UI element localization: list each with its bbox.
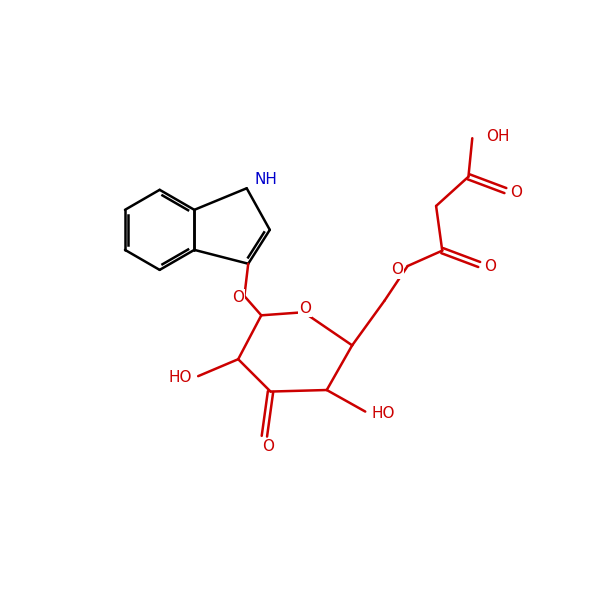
Text: NH: NH [254, 172, 277, 187]
Text: O: O [299, 301, 311, 316]
Text: HO: HO [371, 406, 395, 421]
Text: O: O [510, 185, 522, 200]
Text: HO: HO [169, 370, 192, 385]
Text: O: O [484, 259, 496, 274]
Text: O: O [262, 439, 274, 454]
Text: O: O [232, 290, 244, 305]
Text: OH: OH [486, 129, 509, 144]
Text: O: O [391, 262, 403, 277]
